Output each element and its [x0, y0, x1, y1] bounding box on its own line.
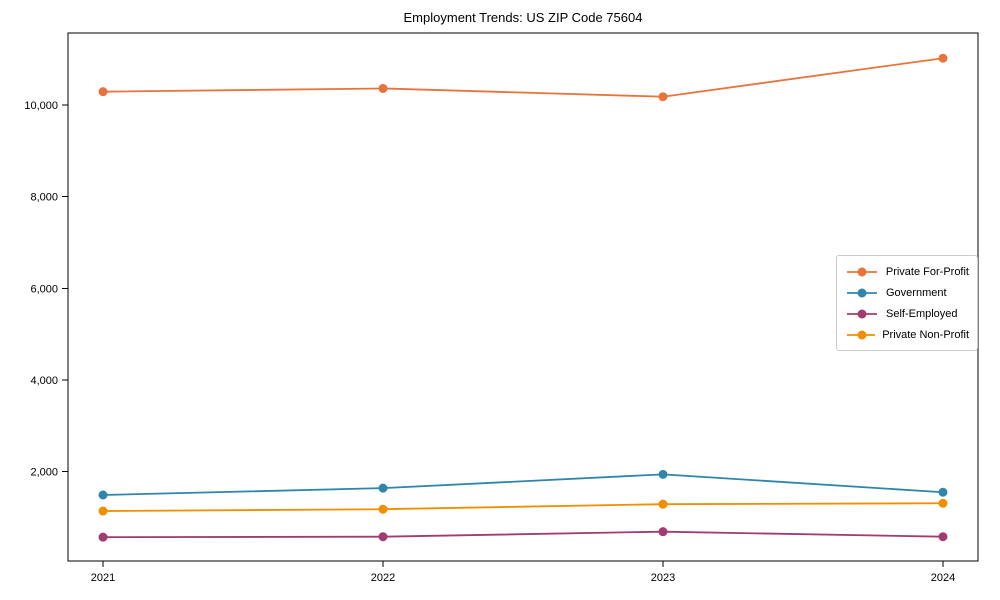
- legend-item-government: Government: [845, 284, 969, 301]
- plot-border: [67, 32, 979, 562]
- legend: Private For-Profit Government Self-Employe…: [836, 255, 978, 351]
- data-point: [658, 469, 668, 479]
- x-tick-label: 2021: [91, 572, 115, 584]
- legend-item-label: Private For-Profit: [885, 265, 969, 278]
- data-point: [658, 92, 668, 102]
- data-point: [938, 487, 948, 497]
- series-line-self-employed: [103, 530, 943, 539]
- y-tick-label: 6,000: [30, 283, 58, 295]
- legend-item-self-employed: Self-Employed: [845, 305, 969, 322]
- data-point: [98, 506, 108, 516]
- y-tick-label: 4,000: [30, 375, 58, 387]
- data-point: [658, 527, 668, 537]
- data-point: [98, 532, 108, 542]
- data-point: [98, 490, 108, 500]
- data-point: [98, 87, 108, 97]
- legend-item-label: Private Non-Profit: [882, 328, 969, 341]
- legend-item-label: Self-Employed: [886, 307, 958, 320]
- y-tick-label: 8,000: [30, 192, 58, 204]
- y-tick-label: 10,000: [24, 100, 58, 112]
- x-tick-label: 2022: [371, 572, 395, 584]
- legend-item-private-for-profit: Private For-Profit: [845, 263, 969, 280]
- x-tick-label: 2023: [651, 572, 675, 584]
- chart-title: Employment Trends: US ZIP Code 75604: [403, 10, 643, 25]
- data-point: [378, 504, 388, 514]
- legend-marker-icon: [847, 330, 876, 339]
- legend-marker-icon: [847, 288, 877, 297]
- data-point: [938, 498, 948, 508]
- data-point: [378, 483, 388, 493]
- data-point: [658, 499, 668, 509]
- legend-item-label: Government: [886, 286, 947, 299]
- x-tick-label: 2024: [931, 572, 955, 584]
- legend-marker-icon: [847, 309, 877, 318]
- series-line-government: [103, 473, 944, 496]
- data-point: [378, 83, 388, 93]
- legend-item-private-non-profit: Private Non-Profit: [845, 326, 969, 343]
- y-tick-label: 2,000: [30, 467, 58, 479]
- data-point: [938, 532, 948, 542]
- series-line-private-non-profit: [103, 502, 943, 512]
- legend-marker-icon: [847, 267, 877, 276]
- data-point: [378, 532, 388, 542]
- series-line-private-for-profit: [103, 57, 944, 98]
- data-point: [938, 53, 948, 63]
